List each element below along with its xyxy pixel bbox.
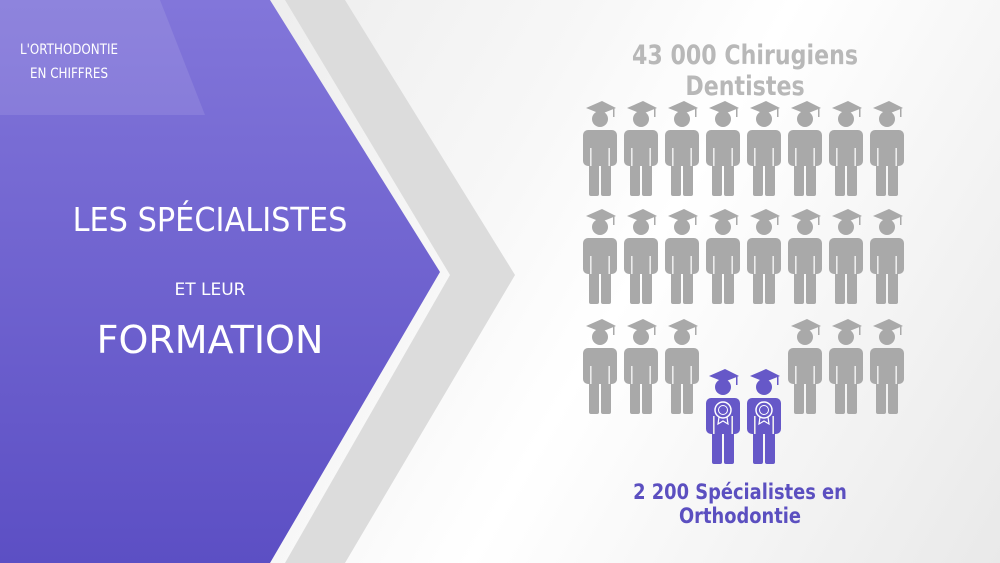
graduate-person-icon: [624, 209, 658, 304]
purple-chevron: [0, 0, 440, 563]
graduate-person-icon: [829, 319, 863, 414]
graduate-person-icon: [583, 319, 617, 414]
graduate-person-icon: [870, 209, 904, 304]
graduate-person-icon: [747, 101, 781, 196]
graduate-person-icon: [665, 209, 699, 304]
graduate-person-icon: [747, 209, 781, 304]
graduate-person-icon: [583, 209, 617, 304]
graduate-person-icon: [829, 101, 863, 196]
corner-label-line1: L'ORTHODONTIE: [20, 42, 118, 58]
graduate-person-icon: [706, 101, 740, 196]
graduate-person-icon: [583, 101, 617, 196]
title-line1: LES SPÉCIALISTES: [72, 200, 348, 239]
corner-label: L'ORTHODONTIE EN CHIFFRES: [18, 38, 120, 86]
corner-highlight: [0, 0, 205, 115]
graduate-person-icon: [624, 101, 658, 196]
graduate-person-icon: [788, 101, 822, 196]
graduate-person-icon: [829, 209, 863, 304]
dentists-count-label: 43 000 Chirugiens Dentistes: [631, 40, 859, 102]
graduate-person-icon: [788, 209, 822, 304]
title-line3: FORMATION: [96, 318, 324, 362]
specialists-count-label: 2 200 Spécialistes en Orthodontie: [633, 480, 847, 528]
title-line2: ET LEUR: [174, 280, 246, 300]
graduate-person-icon: [665, 101, 699, 196]
graduate-person-icon: [706, 209, 740, 304]
graduate-person-icon: [624, 319, 658, 414]
graduate-person-icon: [788, 319, 822, 414]
graduate-person-icon: [870, 319, 904, 414]
graduate-person-with-rosette-icon: [747, 369, 781, 464]
graduate-person-icon: [870, 101, 904, 196]
corner-label-line2: EN CHIFFRES: [29, 66, 108, 82]
gray-chevron: [285, 0, 515, 563]
graduate-person-icon: [665, 319, 699, 414]
graduate-person-with-rosette-icon: [706, 369, 740, 464]
